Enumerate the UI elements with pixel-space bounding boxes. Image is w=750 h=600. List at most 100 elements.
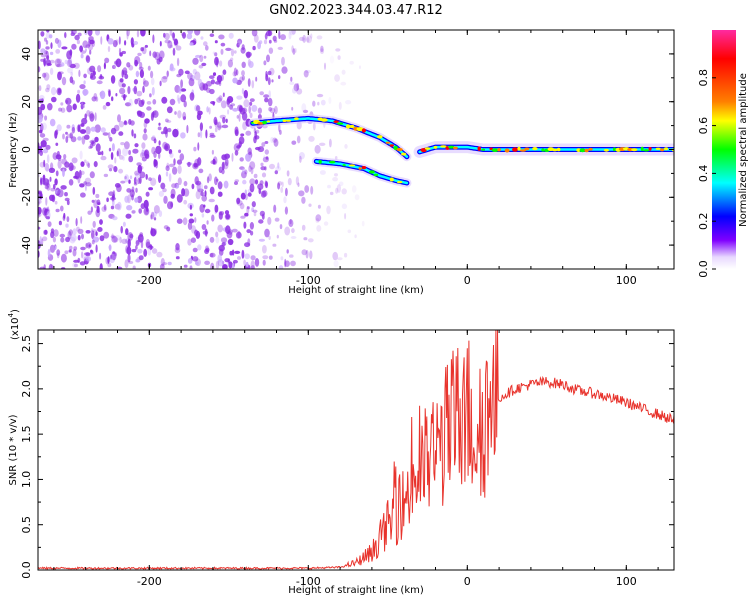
noise-speck bbox=[112, 216, 118, 221]
noise-speck bbox=[169, 98, 176, 106]
noise-speck bbox=[61, 46, 68, 50]
noise-speck bbox=[58, 220, 63, 226]
noise-speck bbox=[208, 107, 211, 115]
noise-speck bbox=[143, 248, 148, 257]
noise-speck bbox=[56, 58, 62, 64]
noise-speck bbox=[159, 263, 165, 269]
noise-speck bbox=[45, 216, 50, 220]
snr-multiplier: (x104) bbox=[7, 309, 21, 340]
feature-blob bbox=[401, 152, 407, 156]
noise-speck bbox=[90, 206, 93, 213]
noise-speck bbox=[248, 61, 254, 68]
noise-speck bbox=[140, 30, 146, 37]
noise-speck bbox=[173, 158, 176, 166]
noise-speck bbox=[64, 250, 69, 255]
noise-speck bbox=[56, 249, 61, 256]
noise-speck bbox=[99, 219, 103, 225]
noise-speck bbox=[268, 47, 274, 54]
noise-speck bbox=[251, 30, 258, 37]
noise-speck bbox=[268, 90, 272, 99]
noise-speck bbox=[166, 120, 172, 123]
noise-speck bbox=[264, 228, 270, 238]
noise-speck bbox=[233, 67, 237, 77]
noise-speck bbox=[251, 207, 255, 213]
noise-speck bbox=[108, 168, 113, 172]
noise-speck bbox=[182, 217, 188, 226]
y-tick-label: 20 bbox=[20, 95, 33, 109]
feature-blob bbox=[477, 146, 481, 151]
noise-speck bbox=[199, 122, 203, 131]
noise-speck bbox=[222, 92, 225, 98]
noise-speck bbox=[169, 30, 173, 36]
noise-speck bbox=[263, 60, 267, 66]
noise-speck bbox=[299, 155, 302, 163]
noise-speck bbox=[249, 178, 256, 185]
noise-speck bbox=[195, 180, 202, 186]
noise-speck bbox=[126, 30, 129, 40]
noise-speck bbox=[111, 235, 118, 243]
snr-ylabel: SNR (10 * v/v) bbox=[8, 414, 19, 485]
noise-speck bbox=[295, 176, 299, 186]
noise-speck bbox=[320, 45, 324, 52]
noise-speck bbox=[77, 136, 82, 141]
feature-blob bbox=[648, 147, 652, 151]
noise-speck bbox=[176, 57, 180, 67]
noise-speck bbox=[78, 69, 81, 77]
noise-speck bbox=[174, 184, 180, 189]
noise-speck bbox=[95, 193, 100, 199]
noise-speck bbox=[217, 121, 222, 131]
noise-speck bbox=[173, 40, 179, 47]
noise-speck bbox=[268, 39, 272, 44]
noise-speck bbox=[190, 237, 196, 243]
noise-speck bbox=[312, 122, 316, 131]
noise-speck bbox=[177, 97, 181, 104]
noise-speck bbox=[89, 171, 95, 179]
noise-speck bbox=[95, 231, 98, 236]
noise-speck bbox=[272, 243, 277, 247]
noise-speck bbox=[124, 176, 127, 180]
noise-speck bbox=[87, 162, 91, 169]
noise-speck bbox=[236, 197, 241, 204]
noise-speck bbox=[209, 132, 215, 136]
noise-speck bbox=[240, 215, 246, 219]
noise-speck bbox=[55, 142, 59, 146]
noise-speck bbox=[80, 161, 85, 167]
noise-speck bbox=[95, 96, 99, 102]
noise-speck bbox=[158, 140, 161, 146]
noise-speck bbox=[251, 201, 256, 208]
noise-speck bbox=[61, 76, 67, 86]
noise-speck bbox=[257, 146, 265, 153]
noise-speck bbox=[328, 96, 332, 105]
noise-speck bbox=[135, 240, 140, 246]
noise-speck bbox=[229, 104, 234, 110]
noise-speck bbox=[215, 260, 220, 269]
noise-speck bbox=[217, 224, 223, 233]
noise-speck bbox=[286, 170, 290, 177]
feature-blob bbox=[517, 146, 521, 151]
noise-speck bbox=[79, 129, 87, 134]
noise-speck bbox=[244, 212, 249, 217]
noise-speck bbox=[269, 107, 276, 114]
noise-speck bbox=[141, 156, 147, 162]
noise-speck bbox=[99, 90, 106, 100]
snr-panel: -200 -100 0 100 0.0 0.5 1.0 1.5 2.0 2.5 Height of… bbox=[7, 309, 675, 596]
noise-speck bbox=[137, 248, 143, 254]
noise-speck bbox=[113, 166, 118, 173]
noise-speck bbox=[122, 156, 125, 161]
noise-speck bbox=[49, 67, 54, 75]
noise-speck bbox=[274, 105, 278, 115]
noise-speck bbox=[221, 124, 229, 129]
noise-speck bbox=[272, 137, 278, 143]
noise-speck bbox=[244, 189, 247, 195]
noise-speck bbox=[169, 67, 176, 72]
noise-speck bbox=[118, 121, 124, 128]
noise-speck bbox=[316, 225, 322, 232]
noise-speck bbox=[139, 171, 146, 179]
noise-speck bbox=[111, 96, 114, 102]
noise-speck bbox=[178, 86, 182, 94]
noise-speck bbox=[154, 110, 157, 116]
feature-blob bbox=[329, 160, 336, 164]
noise-speck bbox=[221, 169, 225, 175]
noise-speck bbox=[332, 177, 338, 182]
feature-blob bbox=[262, 120, 267, 125]
